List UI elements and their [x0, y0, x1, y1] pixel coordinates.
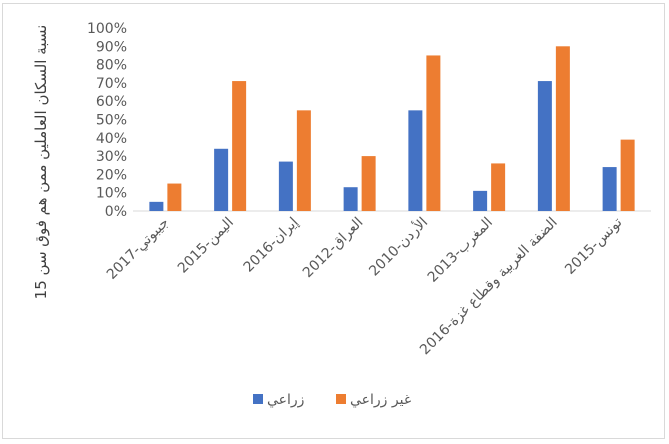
x-category-label: الضفة الغربية وقطاع غزة-2016 — [417, 215, 561, 359]
y-tick-label: 30% — [96, 149, 127, 165]
bar-chart: نسبة السكان العاملين ممن هم فوق سن 15 0%… — [32, 21, 651, 408]
bar-non-agricultural — [361, 156, 376, 211]
bar-non-agricultural — [167, 183, 182, 211]
legend-label: غير زراعي — [350, 392, 411, 408]
x-category-label: اليمن-2015 — [175, 215, 237, 277]
legend: زراعي غير زراعي — [253, 392, 411, 408]
x-axis-category-labels: جيبوتي-2017اليمن-2015إيران-2016العراق-20… — [104, 213, 626, 358]
y-tick-label: 90% — [96, 39, 127, 55]
y-tick-label: 50% — [96, 113, 127, 129]
bar-agricultural — [602, 167, 617, 211]
y-tick-label: 70% — [96, 76, 127, 92]
bar-agricultural — [473, 190, 488, 211]
bar-agricultural — [537, 81, 552, 211]
y-tick-label: 0% — [105, 204, 127, 220]
y-axis-label: نسبة السكان العاملين ممن هم فوق سن 15 — [32, 25, 50, 300]
bar-agricultural — [408, 110, 423, 211]
bar-agricultural — [214, 148, 229, 211]
bar-agricultural — [343, 187, 358, 211]
legend-swatch — [253, 394, 263, 404]
bar-agricultural — [278, 161, 293, 211]
bars — [149, 46, 635, 212]
bar-non-agricultural — [296, 110, 311, 211]
x-category-label: العراق-2012 — [300, 215, 367, 282]
y-tick-label: 80% — [96, 58, 127, 74]
legend-swatch — [336, 394, 346, 404]
x-category-label: تونس-2015 — [562, 214, 625, 277]
x-category-label: إيران-2016 — [241, 214, 302, 275]
bar-non-agricultural — [426, 55, 441, 212]
bar-non-agricultural — [620, 139, 635, 211]
legend-label: زراعي — [267, 392, 304, 408]
chart-frame: نسبة السكان العاملين ممن هم فوق سن 15 0%… — [2, 3, 665, 439]
x-category-label: المغرب-2013 — [425, 215, 496, 286]
bar-non-agricultural — [491, 163, 506, 211]
y-tick-label: 60% — [96, 94, 127, 110]
bar-non-agricultural — [555, 46, 570, 211]
y-axis-ticks: 0% 10% 20% 30% 40% 50% 60% 70% 80% 90% 100% — [87, 21, 127, 220]
y-tick-label: 100% — [87, 21, 127, 37]
x-category-label: جيبوتي-2017 — [104, 215, 172, 283]
y-tick-label: 20% — [96, 167, 127, 183]
y-tick-label: 40% — [96, 131, 127, 147]
x-category-label: الأردن-2010 — [365, 213, 431, 279]
bar-agricultural — [149, 201, 164, 211]
bar-non-agricultural — [232, 81, 247, 211]
y-tick-label: 10% — [96, 186, 127, 202]
